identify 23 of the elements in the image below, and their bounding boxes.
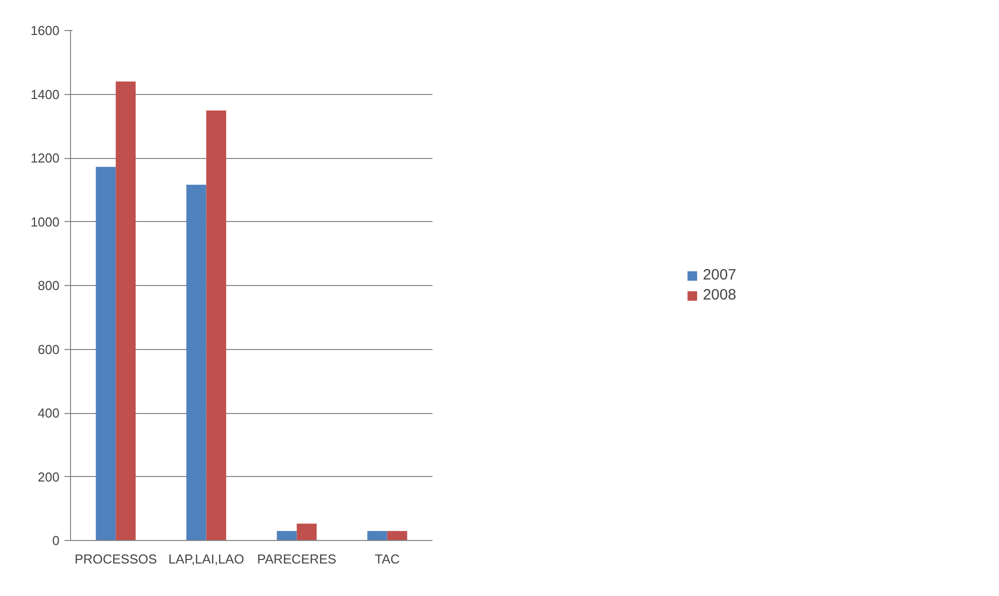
y-tick-label: 400 xyxy=(38,406,60,420)
x-tick-label: PARECERES xyxy=(257,552,337,566)
y-tick-label: 1000 xyxy=(30,214,60,230)
y-tick-label: 1600 xyxy=(30,23,60,38)
legend-label: 2008 xyxy=(702,286,736,304)
bar xyxy=(296,524,317,540)
y-tick-label: 200 xyxy=(38,469,60,484)
bar xyxy=(206,110,226,540)
bar xyxy=(387,530,408,540)
bar xyxy=(367,530,388,540)
bar xyxy=(96,166,116,540)
y-tick-label: 800 xyxy=(38,278,60,293)
x-tick-label: TAC xyxy=(374,552,400,566)
bar xyxy=(116,82,136,540)
legend-label: 2007 xyxy=(702,266,736,284)
y-tick-label: 1400 xyxy=(30,86,60,102)
bar xyxy=(276,530,297,540)
y-tick-label: 1200 xyxy=(30,150,60,166)
x-tick-label: LAP,LAI,LAO xyxy=(168,552,244,566)
y-tick-label: 600 xyxy=(38,342,60,357)
y-tick-label: 0 xyxy=(52,533,60,548)
bar xyxy=(186,184,206,540)
x-tick-label: PROCESSOS xyxy=(74,552,158,566)
